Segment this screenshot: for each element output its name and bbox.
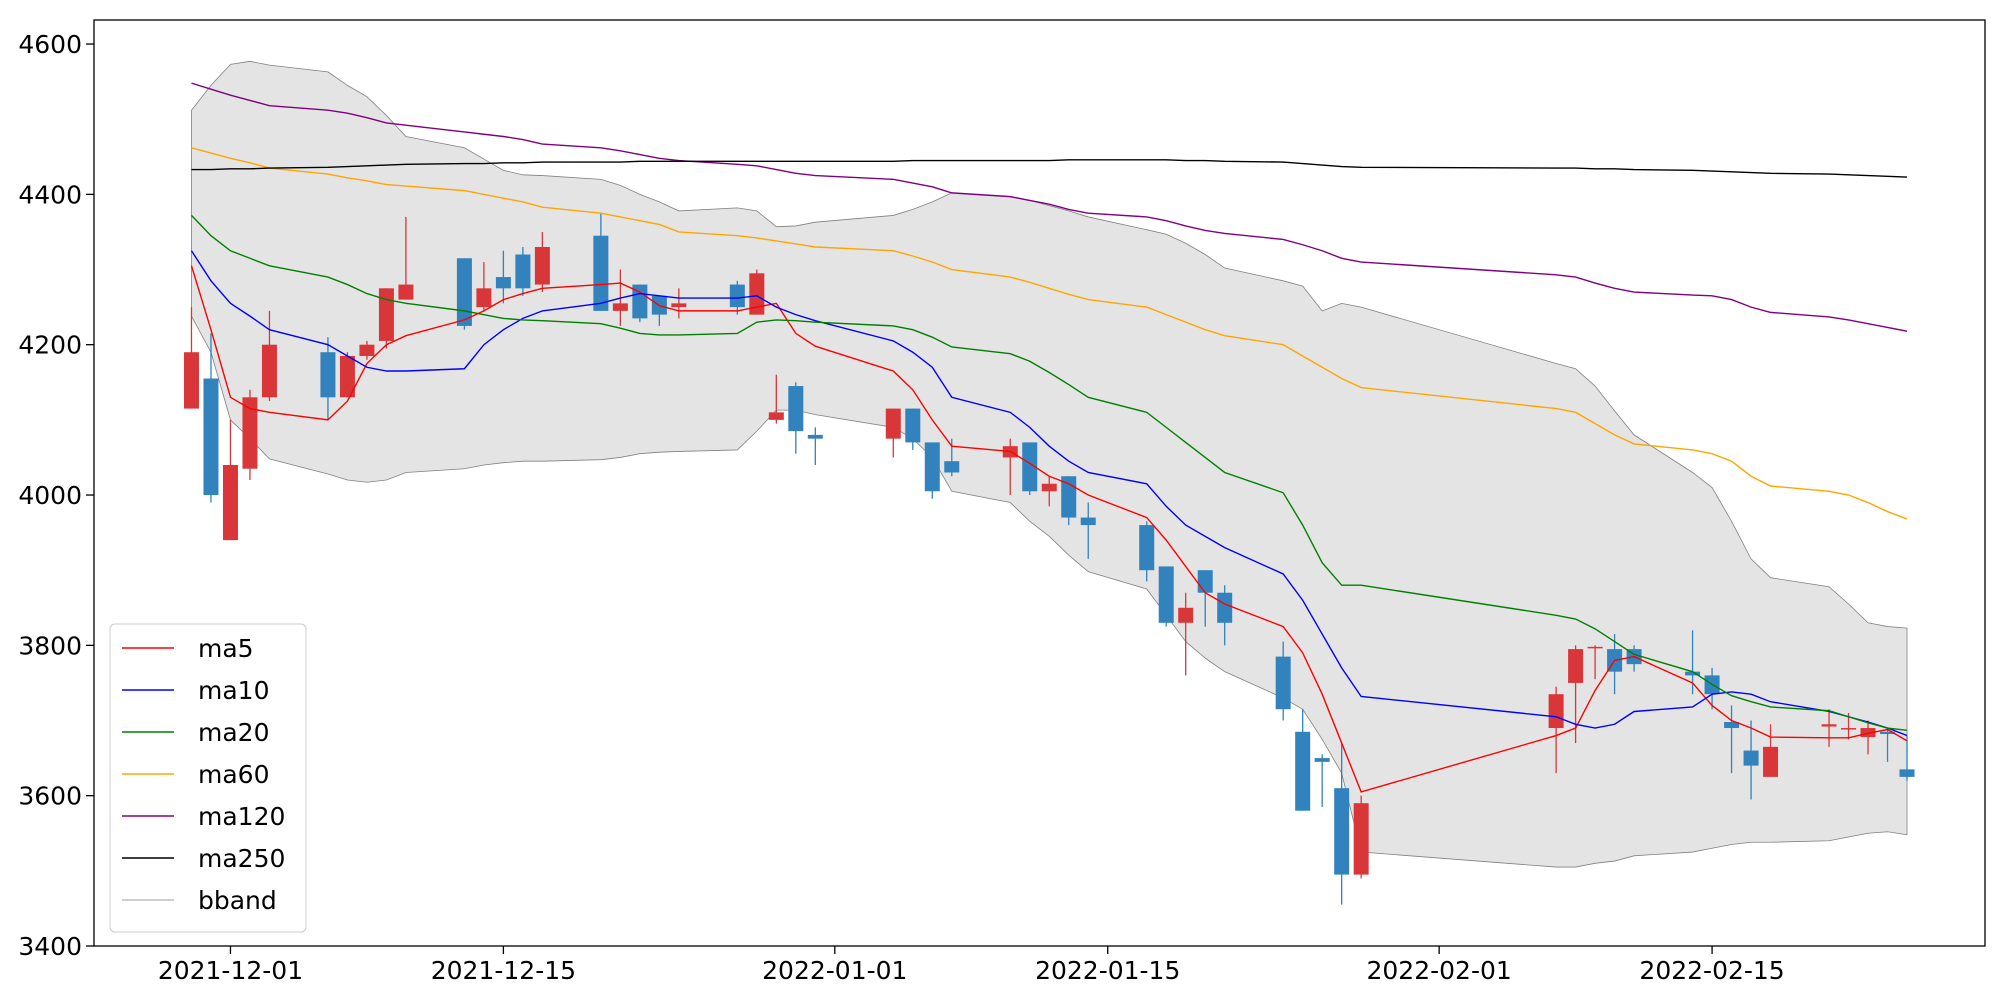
candle-body — [222, 464, 238, 541]
candle-body — [593, 235, 609, 311]
candle-body — [749, 273, 765, 315]
candle-body — [1217, 592, 1233, 623]
candle-body — [339, 355, 355, 398]
x-tick-label: 2021-12-01 — [158, 956, 303, 985]
candle-body — [1022, 442, 1038, 492]
candle-body — [1724, 722, 1740, 729]
candle-body — [1080, 517, 1096, 526]
candle-body — [1860, 728, 1876, 738]
candle-body — [1295, 731, 1311, 811]
ma-line — [190, 265, 1908, 793]
legend-label: ma120 — [198, 802, 285, 831]
y-tick-label: 3800 — [18, 631, 82, 660]
candle-body — [1763, 746, 1779, 777]
candle-body — [1880, 731, 1896, 735]
candle-body — [261, 344, 277, 398]
candle-body — [1568, 649, 1584, 683]
candle-body — [1314, 758, 1330, 762]
candle-body — [632, 284, 648, 319]
candle-body — [1334, 788, 1350, 875]
candle-body — [1685, 671, 1701, 676]
candle-body — [183, 352, 199, 409]
candle-body — [515, 254, 531, 289]
candle-body — [768, 412, 784, 420]
candle-body — [807, 434, 823, 439]
x-tick-label: 2022-02-15 — [1639, 956, 1784, 985]
legend: ma5 ma10 ma20 ma60 ma120 ma250 bband — [109, 623, 307, 933]
candle-body — [456, 258, 472, 326]
candle-body — [1743, 750, 1759, 766]
legend-label: ma250 — [198, 844, 285, 873]
candle-body — [378, 288, 394, 341]
candle-body — [320, 352, 336, 398]
candle-body — [1587, 646, 1603, 649]
ma-line — [190, 250, 1908, 737]
ma-line — [191, 82, 1908, 332]
candle-body — [1821, 724, 1837, 727]
candle-body — [1139, 525, 1155, 571]
ma-line — [191, 147, 1908, 520]
legend-label: ma10 — [198, 676, 269, 705]
plot-area — [183, 60, 1915, 905]
candle-body — [534, 246, 550, 285]
candle-body — [944, 461, 960, 473]
legend-label: ma20 — [198, 718, 269, 747]
candle-body — [1841, 728, 1857, 730]
x-tick-label: 2022-01-01 — [762, 956, 907, 985]
candle-body — [1353, 803, 1369, 875]
y-tick-label: 4400 — [18, 180, 82, 209]
candle-body — [671, 303, 687, 308]
candle-body — [788, 386, 804, 432]
x-tick-label: 2022-01-15 — [1035, 956, 1180, 985]
axes-frame — [93, 19, 1986, 947]
legend-box — [109, 623, 307, 933]
y-tick-label: 4000 — [18, 481, 82, 510]
candle-body — [1548, 694, 1564, 729]
candle-body — [885, 408, 901, 439]
candle-body — [1899, 769, 1915, 777]
candle-body — [1041, 483, 1057, 492]
y-tick-label: 3600 — [18, 782, 82, 811]
y-tick-label: 4200 — [18, 331, 82, 360]
bband-area — [191, 60, 1908, 868]
candle-body — [729, 284, 745, 308]
candle-body — [1275, 656, 1291, 710]
x-tick-label: 2021-12-15 — [431, 956, 576, 985]
y-tick-label: 3400 — [18, 932, 82, 961]
candle-body — [1178, 607, 1194, 623]
candle-body — [1197, 570, 1213, 593]
candle-body — [476, 288, 492, 308]
candle-body — [359, 344, 375, 356]
ma-line — [190, 214, 1908, 731]
candle-body — [398, 284, 414, 300]
candle-body — [1158, 566, 1174, 623]
candle-body — [924, 442, 940, 492]
candle-body — [905, 408, 921, 443]
legend-label: ma60 — [198, 760, 269, 789]
legend-label: ma5 — [198, 634, 254, 663]
y-tick-label: 4600 — [18, 30, 82, 59]
candle-body — [612, 303, 628, 311]
legend-label: bband — [198, 886, 277, 915]
candle-body — [242, 397, 258, 469]
ma-line — [191, 159, 1908, 178]
candle-body — [495, 277, 511, 289]
x-tick-label: 2022-02-01 — [1366, 956, 1511, 985]
candle-body — [203, 378, 219, 496]
